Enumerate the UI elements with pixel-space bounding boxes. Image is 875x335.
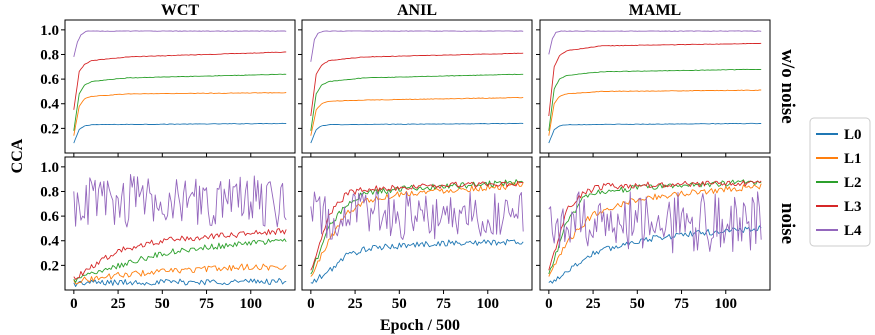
y-tick-label: 0.2 <box>40 121 59 137</box>
series-line-l0-anil-noise <box>310 238 524 284</box>
series-line-l0-wct-noise <box>73 277 287 287</box>
legend-label: L2 <box>844 175 862 191</box>
legend-item-l0: L0 <box>816 127 862 143</box>
series-line-l0-maml-w-o-noise <box>548 122 762 144</box>
panel-maml-w-o-noise <box>536 19 771 157</box>
legend-label: L1 <box>844 151 862 167</box>
x-tick-label: 25 <box>586 296 601 312</box>
panel-frame <box>539 156 771 291</box>
panel-anil-w-o-noise <box>298 19 533 157</box>
y-axis-label: CCA <box>9 138 26 173</box>
legend-item-l4: L4 <box>816 223 862 239</box>
series-line-l2-maml-w-o-noise <box>548 68 762 131</box>
x-tick-label: 0 <box>307 296 315 312</box>
row-label-noise: noise <box>777 203 798 244</box>
legend-label: L0 <box>844 127 862 143</box>
x-axis-label: Epoch / 500 <box>380 317 460 334</box>
series-line-l3-maml-noise <box>548 180 762 271</box>
series-line-l1-wct-noise <box>73 263 287 285</box>
x-tick-label: 50 <box>630 296 645 312</box>
y-tick-label: 0.8 <box>40 184 59 200</box>
row-label-w-o-noise: w/o noise <box>777 49 798 123</box>
legend-label: L4 <box>844 223 862 239</box>
panel-frame <box>539 19 771 154</box>
y-tick-label: 0.8 <box>40 47 59 63</box>
column-title-anil: ANIL <box>397 2 437 19</box>
series-line-l4-anil-w-o-noise <box>310 30 524 62</box>
series-line-l4-anil-noise <box>310 191 524 240</box>
x-tick-label: 50 <box>392 296 407 312</box>
x-tick-label: 75 <box>436 296 451 312</box>
x-tick-label: 100 <box>715 296 738 312</box>
series-line-l0-wct-w-o-noise <box>73 122 287 144</box>
x-tick-label: 50 <box>155 296 170 312</box>
series-line-l4-maml-w-o-noise <box>548 30 762 55</box>
x-tick-label: 0 <box>70 296 78 312</box>
x-tick-label: 75 <box>674 296 689 312</box>
panel-frame <box>301 156 533 291</box>
labels: WCT ANIL MAML w/o noise noise Epoch / 500 CCA <box>9 2 798 334</box>
series-line-l3-anil-noise <box>310 180 524 271</box>
series-line-l1-maml-w-o-noise <box>548 89 762 136</box>
series-line-l0-maml-noise <box>548 225 762 284</box>
panels: 0.2 0.4 0.6 0.8 1.0 0.2 0.4 0.6 0.8 1.0 0 25 50 75 100… <box>40 19 771 312</box>
legend-item-l2: L2 <box>816 175 862 191</box>
x-tick-label: 100 <box>240 296 263 312</box>
x-tick-label: 25 <box>348 296 363 312</box>
panel-frame <box>64 19 296 154</box>
legend-item-l3: L3 <box>816 199 862 215</box>
series-line-l3-anil-w-o-noise <box>310 52 524 117</box>
x-tick-label: 75 <box>199 296 214 312</box>
legend-label: L3 <box>844 199 862 215</box>
series-line-l2-anil-w-o-noise <box>310 73 524 131</box>
panel-frame <box>64 156 296 291</box>
series-line-l3-maml-w-o-noise <box>548 42 762 117</box>
panel-wct-noise: 0.2 0.4 0.6 0.8 1.0 0 25 50 75 100 <box>40 156 296 312</box>
y-tick-label: 0.6 <box>40 209 59 225</box>
panel-anil-noise: 0 25 50 75 100 <box>298 156 533 312</box>
series-line-l4-maml-noise <box>548 191 762 254</box>
legend-item-l1: L1 <box>816 151 862 167</box>
series-line-l1-wct-w-o-noise <box>73 92 287 136</box>
column-title-maml: MAML <box>629 2 681 19</box>
series-line-l3-wct-noise <box>73 228 287 280</box>
series-line-l3-wct-w-o-noise <box>73 51 287 110</box>
x-tick-label: 25 <box>111 296 126 312</box>
series-line-l4-wct-noise <box>73 173 287 228</box>
panel-maml-noise: 0 25 50 75 100 <box>536 156 771 312</box>
series-line-l4-wct-w-o-noise <box>73 30 287 58</box>
y-tick-label: 1.0 <box>40 23 59 39</box>
series-line-l0-anil-w-o-noise <box>310 122 524 144</box>
series-line-l2-wct-noise <box>73 238 287 283</box>
panel-frame <box>301 19 533 154</box>
panel-wct-w-o-noise: 0.2 0.4 0.6 0.8 1.0 <box>40 19 296 157</box>
legend: L0 L1 L2 L3 L4 <box>809 117 871 247</box>
series-line-l1-anil-w-o-noise <box>310 96 524 136</box>
y-tick-label: 0.6 <box>40 72 59 88</box>
legend-box <box>809 117 871 247</box>
column-title-wct: WCT <box>161 2 200 19</box>
series-line-l1-anil-noise <box>310 182 524 277</box>
series-line-l2-maml-noise <box>548 179 762 275</box>
series-line-l2-wct-w-o-noise <box>73 73 287 131</box>
y-tick-label: 0.4 <box>40 97 59 113</box>
y-tick-label: 0.4 <box>40 234 59 250</box>
y-tick-label: 0.2 <box>40 258 59 274</box>
x-tick-label: 100 <box>477 296 500 312</box>
x-tick-label: 0 <box>545 296 553 312</box>
y-tick-label: 1.0 <box>40 160 59 176</box>
